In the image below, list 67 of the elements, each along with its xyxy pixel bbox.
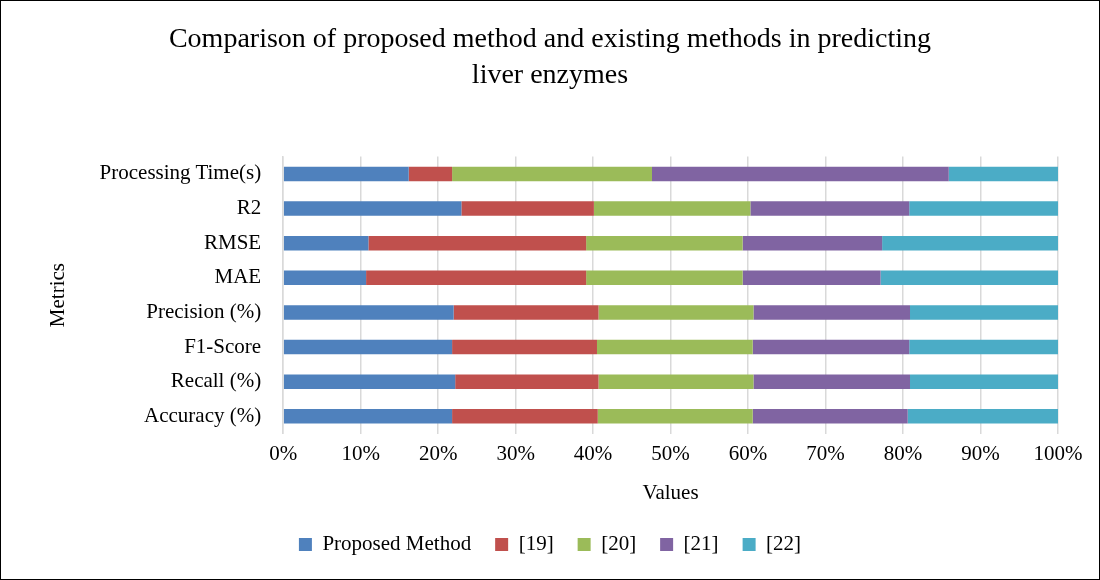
y-tick-label: Accuracy (%) — [144, 402, 262, 427]
bar — [283, 374, 456, 389]
bar — [283, 305, 454, 320]
legend-label: [20] — [601, 531, 637, 556]
bar — [455, 374, 599, 389]
bar — [283, 339, 453, 355]
x-tick-label: 40% — [573, 440, 613, 465]
bar — [753, 374, 911, 389]
bar — [283, 409, 453, 424]
x-tick-label: 70% — [806, 440, 845, 465]
bar — [408, 166, 453, 182]
y-tick-label: Precision (%) — [146, 298, 262, 323]
legend-label: Proposed Method — [322, 531, 472, 556]
bar — [452, 409, 598, 424]
y-axis-title: Metrics — [45, 263, 70, 328]
bar — [752, 339, 910, 355]
y-tick-label: R2 — [236, 195, 262, 220]
bar — [909, 201, 1058, 216]
bar — [586, 235, 743, 251]
bar — [453, 305, 599, 320]
bar — [652, 166, 949, 182]
x-tick-label: 20% — [418, 440, 458, 465]
bar — [368, 235, 587, 251]
bar — [461, 201, 594, 216]
x-tick-label: 90% — [961, 440, 1000, 465]
bar — [752, 409, 908, 424]
bar — [596, 339, 753, 355]
bar — [598, 374, 754, 389]
x-tick-label: 10% — [341, 440, 380, 465]
chart-title: Comparison of proposed method and existing methods in predicting liver enzymes — [167, 21, 933, 91]
bar — [750, 201, 910, 216]
bar — [598, 305, 754, 320]
x-axis-title: Values — [642, 479, 699, 504]
y-tick-label: Recall (%) — [170, 368, 262, 393]
bar — [880, 270, 1058, 286]
legend-label: [21] — [683, 531, 719, 556]
x-tick-label: 60% — [728, 440, 768, 465]
y-tick-label: Processing Time(s) — [99, 160, 262, 185]
bar — [283, 270, 367, 286]
bar — [753, 305, 911, 320]
bar — [366, 270, 587, 286]
bar — [742, 235, 883, 251]
bar — [452, 166, 652, 182]
y-tick-label: RMSE — [203, 229, 262, 254]
bar — [910, 305, 1058, 320]
legend-label: [19] — [518, 531, 554, 556]
bar — [597, 409, 753, 424]
y-tick-label: MAE — [214, 264, 262, 289]
bar — [907, 409, 1058, 424]
y-tick-label: F1-Score — [184, 333, 262, 358]
bar — [283, 166, 409, 182]
bar — [283, 235, 369, 251]
bar — [742, 270, 881, 286]
x-tick-label: 80% — [883, 440, 923, 465]
bar — [910, 374, 1058, 389]
bar — [882, 235, 1058, 251]
bar — [909, 339, 1058, 355]
legend-label: [22] — [766, 531, 802, 556]
bar — [283, 201, 462, 216]
bar — [593, 201, 751, 216]
bar — [452, 339, 597, 355]
x-tick-label: 0% — [269, 440, 298, 465]
x-tick-label: 100% — [1033, 440, 1083, 465]
x-tick-label: 30% — [496, 440, 535, 465]
bar — [948, 166, 1058, 182]
bar — [586, 270, 743, 286]
x-tick-label: 50% — [651, 440, 690, 465]
